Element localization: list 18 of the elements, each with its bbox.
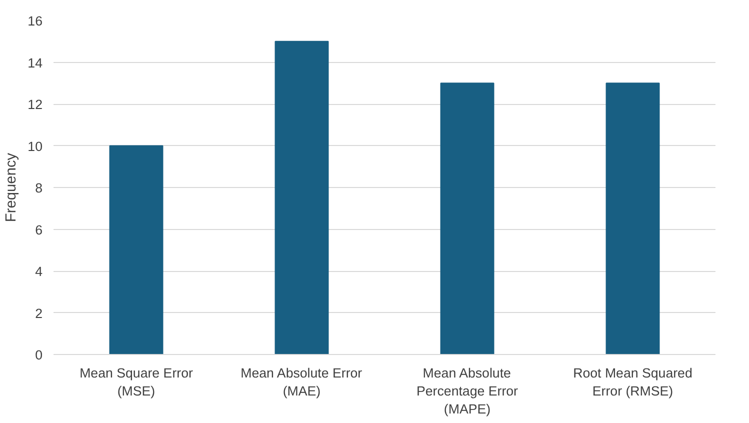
y-tick-label: 8	[35, 180, 43, 196]
x-tick-label: Mean Absolute Error (MAE)	[240, 366, 363, 398]
y-tick-label: 2	[35, 306, 43, 321]
y-tick-label: 6	[35, 222, 43, 238]
y-tick-label: 10	[28, 138, 43, 154]
bar	[109, 145, 164, 354]
bar	[440, 82, 494, 354]
y-tick-label: 14	[28, 55, 44, 70]
y-tick-label: 16	[28, 14, 43, 28]
x-tick-label: Mean Square Error (MSE)	[80, 366, 194, 398]
bar	[606, 82, 660, 354]
y-tick-label: 0	[35, 348, 43, 362]
x-tick-label: Mean Absolute Percentage Error (MAPE)	[416, 366, 519, 416]
y-axis-title: Frequency	[4, 152, 20, 222]
y-tick-label: 12	[28, 97, 43, 112]
bar	[274, 40, 329, 354]
x-tick-label: Root Mean Squared Error (RMSE)	[573, 366, 692, 398]
y-tick-label: 4	[35, 264, 44, 279]
